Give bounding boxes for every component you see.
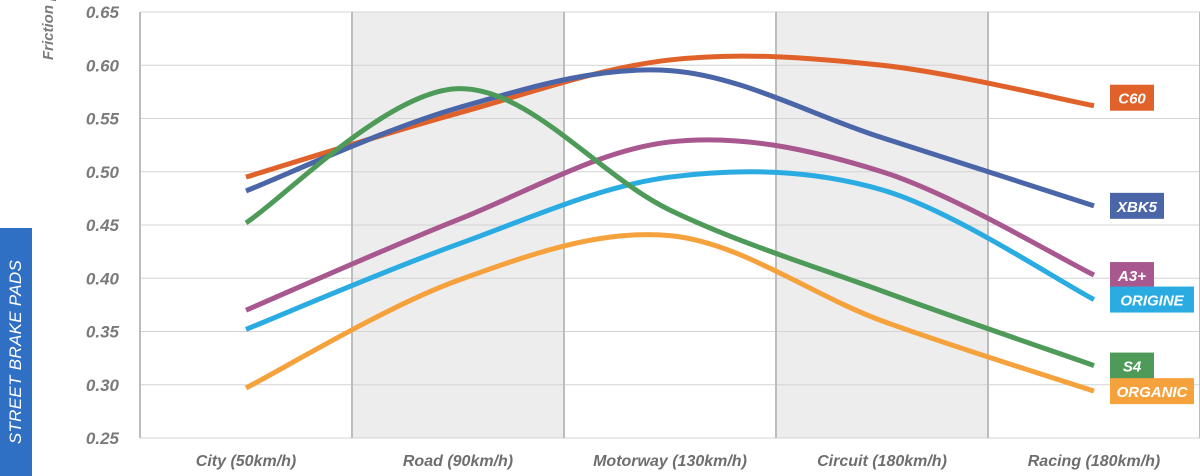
series-label-box — [1110, 262, 1154, 289]
series-label-text: ORIGINE — [1120, 293, 1184, 310]
series-label-box — [1110, 286, 1194, 313]
x-tick-label: City (50km/h) — [196, 453, 296, 470]
series-label-box — [1110, 84, 1154, 111]
series-label-text: XBK5 — [1116, 199, 1158, 216]
side-banner: STREET BRAKE PADS — [0, 228, 32, 476]
series-lines — [244, 53, 1096, 394]
series-line-s4 — [244, 86, 1095, 368]
y-tick-label: 0.55 — [86, 110, 120, 129]
series-label-text: ORGANIC — [1117, 384, 1189, 401]
series-label-text: S4 — [1123, 359, 1142, 376]
y-tick-label: 0.35 — [86, 323, 120, 342]
y-tick-labels: 0.25 0.30 0.35 0.40 0.45 0.50 0.55 0.60 0.65 — [86, 3, 120, 448]
y-tick-label: 0.65 — [86, 3, 120, 22]
x-tick-label: Motorway (130km/h) — [593, 453, 747, 470]
series-label-s4: S4 — [1110, 352, 1154, 379]
series-label-box — [1110, 352, 1154, 379]
y-tick-label: 0.30 — [86, 376, 120, 395]
series-label-box — [1110, 192, 1164, 219]
series-label-text: A3+ — [1117, 268, 1146, 285]
y-tick-label: 0.60 — [86, 56, 120, 75]
x-tick-label: Road (90km/h) — [403, 453, 513, 470]
series-line-a3- — [245, 137, 1096, 313]
series-label-box — [1110, 378, 1194, 405]
y-axis-label: Friction µ — [40, 0, 57, 60]
y-tick-label: 0.50 — [86, 163, 120, 182]
y-tick-label: 0.45 — [86, 216, 120, 235]
x-tick-label: Circuit (180km/h) — [817, 453, 947, 470]
side-banner-text: STREET BRAKE PADS — [6, 259, 25, 445]
x-tick-label: Racing (180km/h) — [1028, 453, 1160, 470]
series-label-xbk5: XBK5 — [1110, 192, 1164, 219]
series-label-c60: C60 — [1110, 84, 1154, 111]
series-label-text: C60 — [1118, 91, 1146, 108]
y-tick-label: 0.40 — [86, 269, 120, 288]
series-line-organic — [244, 232, 1095, 394]
series-label-a3-: A3+ — [1110, 262, 1154, 289]
y-tick-label: 0.25 — [86, 429, 120, 448]
series-labels: C60 XBK5 A3+ ORIGINE S4 ORGANIC — [1110, 84, 1194, 405]
grid-lines — [139, 11, 1200, 439]
series-label-organic: ORGANIC — [1110, 378, 1194, 405]
series-line-xbk5 — [245, 67, 1095, 209]
series-line-origine — [245, 169, 1096, 332]
x-tick-labels: City (50km/h) Road (90km/h) Motorway (130k… — [196, 453, 1160, 470]
series-label-origine: ORIGINE — [1110, 286, 1194, 313]
